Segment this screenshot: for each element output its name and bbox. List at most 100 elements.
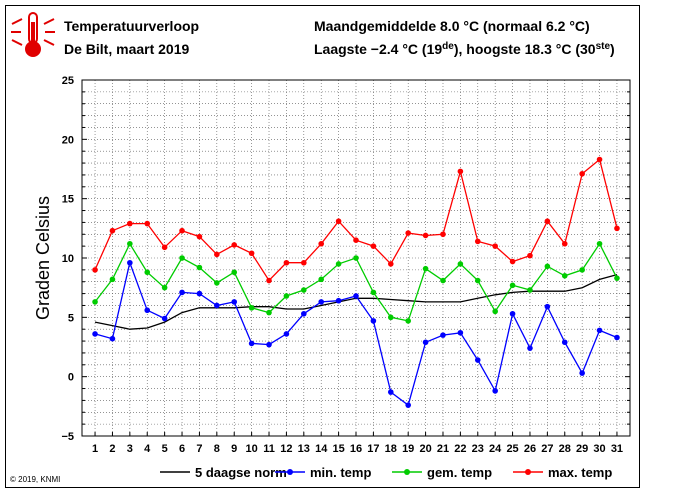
data-point — [266, 277, 272, 284]
data-point — [318, 299, 325, 305]
data-point — [301, 310, 307, 317]
x-tick-label: 23 — [472, 443, 484, 455]
legend-label: min. temp — [310, 465, 371, 480]
data-point — [387, 389, 394, 395]
data-point — [214, 302, 220, 309]
data-point — [387, 314, 394, 321]
data-point — [474, 238, 481, 245]
data-point — [387, 261, 394, 267]
data-point — [370, 318, 377, 324]
data-point — [335, 218, 342, 225]
data-point — [614, 225, 620, 232]
x-tick-label: 5 — [162, 443, 168, 455]
x-tick-label: 20 — [419, 443, 431, 455]
x-tick-label: 13 — [298, 443, 310, 455]
legend-label: 5 daagse norm — [195, 465, 287, 480]
data-point — [579, 370, 585, 376]
data-point — [544, 218, 551, 225]
data-point — [92, 331, 98, 337]
data-point — [544, 303, 551, 310]
data-point — [231, 299, 238, 305]
data-point — [127, 259, 133, 266]
data-point — [614, 334, 620, 341]
data-point — [335, 297, 342, 304]
data-point — [474, 277, 481, 284]
chart-frame — [5, 5, 640, 488]
y-tick-label: 15 — [62, 194, 74, 206]
data-point — [544, 263, 551, 270]
data-point — [405, 230, 411, 236]
data-point — [457, 261, 464, 267]
data-point — [335, 261, 342, 267]
monthly-average-text: Maandgemiddelde 8.0 °C (normaal 6.2 °C) — [314, 18, 590, 34]
data-point — [596, 327, 603, 334]
data-point — [266, 341, 272, 348]
data-point — [266, 309, 272, 316]
data-point — [405, 318, 411, 324]
y-tick-label: 0 — [68, 372, 74, 384]
data-point — [144, 220, 151, 227]
copyright-text: © 2019, KNMI — [10, 475, 60, 484]
x-tick-label: 29 — [576, 443, 588, 455]
series-layer — [92, 156, 620, 408]
chart-title: Temperatuurverloop — [64, 18, 199, 34]
x-tick-label: 30 — [593, 443, 605, 455]
legend: 5 daagse norm min. temp gem. temp max. temp — [160, 465, 612, 480]
data-point — [579, 267, 585, 273]
chart-subtitle: De Bilt, maart 2019 — [64, 41, 189, 57]
x-tick-label: 11 — [263, 443, 275, 455]
data-point — [92, 299, 98, 305]
data-point — [405, 402, 411, 408]
y-tick-label: 20 — [62, 134, 74, 146]
data-point — [370, 243, 377, 249]
data-point — [109, 276, 116, 283]
data-point — [440, 231, 446, 238]
x-tick-label: 24 — [489, 443, 502, 455]
data-point — [92, 267, 98, 273]
series-line-0 — [94, 273, 618, 330]
data-point — [492, 388, 498, 394]
data-point — [509, 310, 516, 317]
data-point — [196, 233, 203, 240]
data-point — [440, 277, 446, 284]
data-point — [509, 282, 516, 289]
x-tick-label: 19 — [402, 443, 414, 455]
legend-label: gem. temp — [427, 465, 492, 480]
x-tick-label: 25 — [506, 443, 518, 455]
x-tick-label: 21 — [437, 443, 449, 455]
x-tick-label: 28 — [559, 443, 571, 455]
x-tick-label: 4 — [144, 443, 151, 455]
data-point — [214, 280, 220, 286]
data-point — [161, 284, 168, 291]
x-tick-label: 12 — [280, 443, 292, 455]
x-tick-label: 17 — [367, 443, 379, 455]
data-point — [440, 332, 446, 338]
data-point — [527, 345, 533, 351]
data-point — [457, 329, 464, 336]
data-point — [161, 244, 168, 251]
data-point — [248, 250, 255, 257]
x-tick-label: 15 — [332, 443, 344, 455]
y-tick-label: 10 — [62, 253, 74, 265]
x-tick-label: 27 — [541, 443, 553, 455]
data-point — [353, 293, 359, 299]
data-point — [161, 315, 168, 322]
legend-marker — [287, 469, 293, 475]
legend-marker — [525, 469, 531, 475]
data-point — [248, 340, 255, 347]
data-point — [422, 232, 429, 239]
x-tick-label: 26 — [524, 443, 536, 455]
data-point — [561, 240, 568, 247]
data-point — [561, 339, 568, 346]
data-point — [301, 287, 307, 293]
x-tick-label: 31 — [611, 443, 623, 455]
y-tick-label: 5 — [68, 312, 74, 324]
data-point — [527, 287, 533, 293]
data-point — [109, 227, 116, 234]
data-point — [596, 240, 603, 247]
data-point — [127, 240, 133, 247]
data-point — [196, 290, 203, 297]
data-point — [422, 339, 429, 346]
x-tick-label: 7 — [196, 443, 202, 455]
